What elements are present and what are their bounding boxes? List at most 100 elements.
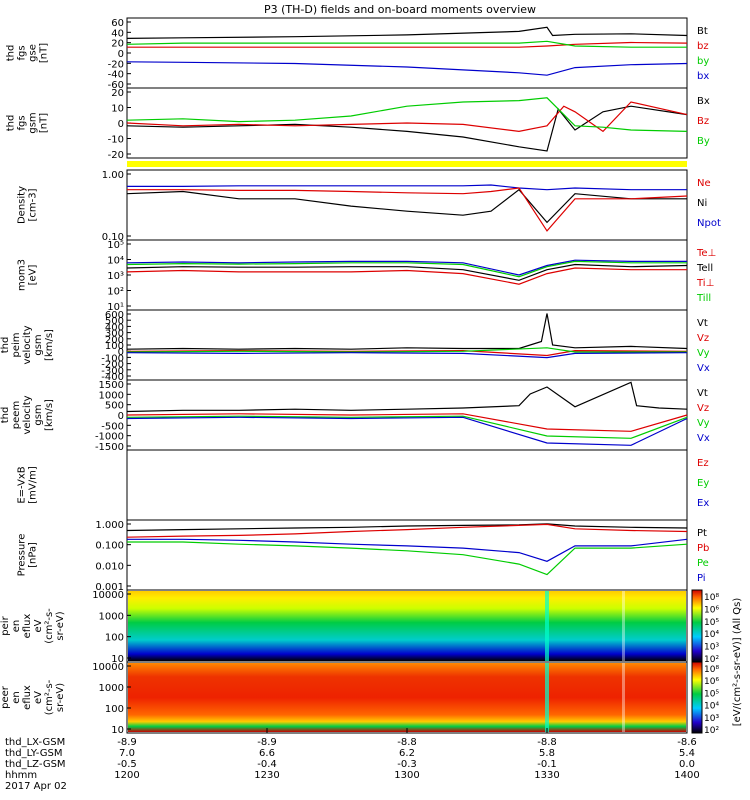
y-axis-label: peir bbox=[0, 615, 11, 635]
y-axis-label: (cm²-s- bbox=[44, 679, 55, 715]
panel-frame bbox=[126, 379, 688, 451]
y-tick-label: -10 bbox=[108, 135, 124, 146]
y-axis-label: eV bbox=[33, 691, 44, 704]
panel-frame bbox=[126, 449, 688, 521]
series-line bbox=[126, 413, 688, 432]
y-axis-label: Density bbox=[17, 186, 28, 224]
y-tick-label: 10 bbox=[111, 654, 124, 665]
legend-entry: By bbox=[697, 136, 710, 147]
legend-entry: bz bbox=[697, 41, 709, 52]
y-axis-label: thd bbox=[6, 115, 17, 132]
x-row-value: -8.8 bbox=[397, 737, 417, 748]
legend-entry: Vy bbox=[697, 348, 710, 359]
y-axis-label: peim bbox=[11, 332, 22, 357]
y-tick-label: 0 bbox=[118, 119, 124, 130]
series-line bbox=[127, 187, 688, 232]
y-axis-label: eflux bbox=[22, 614, 33, 639]
series-line bbox=[127, 541, 688, 576]
legend-entry: Pi bbox=[697, 573, 706, 584]
x-row-value: -8.9 bbox=[117, 737, 137, 748]
colorbar-tick-label: 10⁴ bbox=[704, 630, 719, 640]
x-row-value: 5.8 bbox=[539, 748, 555, 759]
x-row-value: -8.8 bbox=[537, 737, 557, 748]
y-axis-label: [km/s] bbox=[44, 399, 55, 431]
y-tick-label: 0 bbox=[118, 49, 124, 60]
y-tick-label: 1.000 bbox=[95, 520, 124, 531]
y-tick-label: 0.100 bbox=[95, 541, 124, 552]
y-tick-label: 500 bbox=[105, 401, 124, 412]
y-axis-label: eV bbox=[33, 619, 44, 632]
y-axis-label: en bbox=[11, 691, 22, 704]
series-line bbox=[126, 415, 688, 439]
series-line bbox=[126, 349, 688, 357]
spectrogram-burst bbox=[545, 663, 549, 732]
legend-entry: Pb bbox=[697, 543, 709, 554]
y-tick-label: 1000 bbox=[99, 390, 124, 401]
y-tick-label: -20 bbox=[108, 59, 124, 70]
y-tick-label: 20 bbox=[111, 88, 124, 99]
colorbar-tick-label: 10⁴ bbox=[704, 702, 719, 712]
legend-entry: Ni bbox=[697, 198, 707, 209]
panel-frame bbox=[126, 17, 688, 89]
series-line bbox=[126, 61, 688, 76]
y-tick-label: 100 bbox=[105, 633, 124, 644]
x-axis-labels: thd_LX-GSM -8.9 -8.9 -8.8 -8.8 -8.6 thd_LY-GSM… bbox=[5, 728, 700, 792]
y-axis-label: peem bbox=[11, 401, 22, 429]
spectrogram-burst bbox=[622, 591, 625, 661]
series-line bbox=[126, 523, 688, 532]
y-tick-label: 0.10 bbox=[102, 232, 124, 243]
legend-entry: Vx bbox=[697, 363, 710, 374]
y-tick-label: 400 bbox=[105, 322, 124, 333]
panel-frame bbox=[126, 309, 688, 381]
y-tick-label: 1000 bbox=[99, 683, 124, 694]
y-tick-label: -200 bbox=[101, 360, 124, 371]
y-tick-label: 1.00 bbox=[102, 170, 124, 181]
series-line bbox=[126, 416, 688, 446]
legend-entry: Vt bbox=[697, 318, 708, 329]
y-axis-label: velocity bbox=[22, 395, 33, 434]
y-axis-label: Pressure bbox=[17, 534, 28, 577]
figure-title: P3 (TH-D) fields and on-board moments ov… bbox=[264, 3, 536, 16]
y-axis-label: [nT] bbox=[39, 113, 50, 133]
colorbar-tick-label: 10⁸ bbox=[704, 593, 719, 603]
series-line bbox=[126, 267, 687, 285]
y-tick-label: -300 bbox=[101, 366, 124, 377]
x-row-value: -0.4 bbox=[257, 759, 277, 770]
legend-entry: Ex bbox=[697, 498, 709, 509]
y-axis-label: fgs bbox=[17, 115, 28, 130]
x-row-label: thd_LX-GSM bbox=[5, 737, 65, 748]
legend-entry: bx bbox=[697, 71, 709, 82]
legend-entry: Pe bbox=[697, 558, 709, 569]
y-axis-label: sr-eV) bbox=[55, 611, 66, 640]
panels: thd fgs gse [nT]6040200-20-40-60Btbzbybxthd… bbox=[0, 17, 743, 736]
series-line bbox=[126, 523, 688, 538]
series-line bbox=[126, 313, 688, 350]
legend-entry: Bz bbox=[697, 116, 709, 127]
y-tick-label: -1000 bbox=[95, 432, 124, 443]
y-axis-label: [cm-3] bbox=[28, 188, 39, 221]
colorbar-tick-label: 10² bbox=[704, 726, 719, 736]
x-row-value: 1200 bbox=[114, 770, 139, 781]
y-tick-label: 1500 bbox=[99, 380, 124, 391]
legend-entry: Te⊥ bbox=[696, 248, 716, 259]
legend-entry: Vz bbox=[697, 333, 709, 344]
x-row-value: 1300 bbox=[394, 770, 419, 781]
colorbar-tick-label: 10⁶ bbox=[704, 677, 719, 687]
y-tick-label: 200 bbox=[105, 335, 124, 346]
y-axis-label: velocity bbox=[22, 325, 33, 364]
series-line bbox=[127, 538, 688, 562]
legend-entry: Vt bbox=[697, 388, 708, 399]
colorbar-label: [eV/(cm²-s-sr-eV)] (All Qs) bbox=[732, 598, 743, 727]
legend-entry: by bbox=[697, 56, 709, 67]
y-axis-label: gsm bbox=[33, 404, 44, 425]
y-tick-label: 500 bbox=[105, 316, 124, 327]
panel-frame bbox=[126, 169, 688, 241]
y-tick-label: -400 bbox=[101, 372, 124, 383]
series-line bbox=[126, 105, 688, 152]
y-tick-label: 100 bbox=[105, 341, 124, 352]
y-tick-label: -500 bbox=[101, 421, 124, 432]
x-axis-date: 2017 Apr 02 bbox=[5, 781, 67, 792]
spectrogram bbox=[128, 663, 686, 732]
legend-entry: Pt bbox=[697, 528, 707, 539]
legend-entry: Bt bbox=[697, 26, 708, 37]
